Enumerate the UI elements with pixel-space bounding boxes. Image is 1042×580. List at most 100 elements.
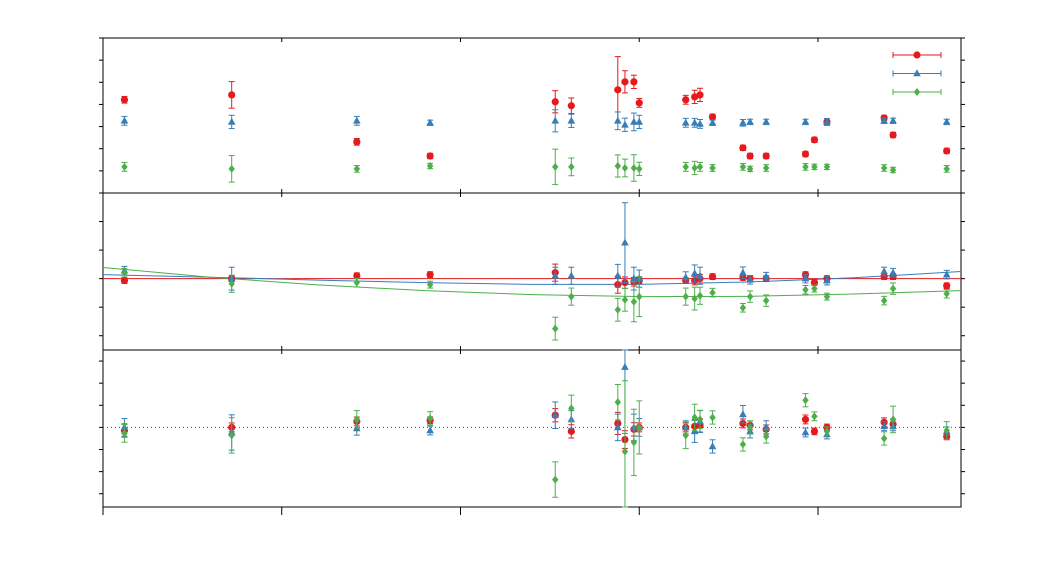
point xyxy=(762,163,770,172)
point xyxy=(696,162,704,171)
point xyxy=(630,78,638,86)
point xyxy=(880,116,888,124)
point xyxy=(889,284,897,293)
point xyxy=(614,116,622,124)
point xyxy=(811,284,818,293)
point xyxy=(614,86,622,94)
point xyxy=(121,162,128,171)
point xyxy=(551,411,560,419)
point xyxy=(708,273,717,281)
point xyxy=(762,272,770,280)
point xyxy=(696,91,704,99)
point xyxy=(810,427,819,435)
point xyxy=(746,292,754,301)
point xyxy=(801,117,810,125)
legend-marker xyxy=(913,51,921,59)
point xyxy=(739,144,747,152)
point xyxy=(943,147,951,155)
point xyxy=(614,398,621,407)
point xyxy=(690,269,699,277)
point xyxy=(880,163,888,172)
fit-line xyxy=(102,267,962,298)
point xyxy=(120,96,129,104)
error-bar xyxy=(621,380,628,508)
fit-line xyxy=(102,271,962,285)
point xyxy=(227,117,236,125)
point xyxy=(746,275,754,283)
point xyxy=(943,289,950,298)
point xyxy=(942,270,951,278)
point xyxy=(889,116,897,124)
point xyxy=(353,272,361,280)
point xyxy=(621,163,629,172)
point xyxy=(691,294,698,303)
point xyxy=(746,152,754,160)
point xyxy=(353,164,361,173)
point xyxy=(551,116,560,124)
point xyxy=(739,440,747,449)
point xyxy=(762,152,770,160)
point xyxy=(811,412,818,421)
point xyxy=(823,276,831,284)
point xyxy=(802,162,809,171)
point xyxy=(353,138,361,146)
point xyxy=(708,113,717,121)
point xyxy=(889,131,897,139)
point xyxy=(120,277,129,285)
point xyxy=(121,268,128,277)
point xyxy=(636,292,643,301)
point xyxy=(426,280,434,289)
point xyxy=(746,423,754,432)
point xyxy=(801,428,810,436)
point xyxy=(426,271,434,279)
point xyxy=(120,116,129,124)
point xyxy=(630,117,638,125)
point xyxy=(682,292,689,301)
point xyxy=(681,273,690,281)
point xyxy=(630,438,638,447)
point xyxy=(696,415,704,424)
point xyxy=(746,117,754,125)
point xyxy=(802,396,809,405)
point xyxy=(567,102,575,110)
point xyxy=(709,288,716,297)
point xyxy=(880,422,888,430)
point xyxy=(426,426,434,434)
point xyxy=(426,414,434,423)
point xyxy=(810,136,819,144)
point xyxy=(943,164,950,173)
point xyxy=(568,404,575,413)
point xyxy=(696,291,704,300)
point xyxy=(880,296,888,305)
point xyxy=(682,162,689,171)
point xyxy=(889,268,897,276)
point xyxy=(739,118,747,126)
point xyxy=(426,118,434,126)
point xyxy=(636,164,643,173)
point xyxy=(880,273,888,281)
point xyxy=(880,434,888,443)
point xyxy=(551,98,559,106)
point xyxy=(630,297,638,306)
point xyxy=(630,274,638,282)
point xyxy=(426,161,434,170)
point xyxy=(567,271,576,279)
point xyxy=(690,118,699,126)
point xyxy=(709,163,716,172)
point xyxy=(426,152,434,160)
point xyxy=(746,164,754,173)
point xyxy=(681,118,690,126)
point xyxy=(708,442,717,450)
point xyxy=(708,118,717,126)
point xyxy=(621,362,629,370)
legend-marker xyxy=(913,69,921,77)
point xyxy=(614,305,621,314)
point xyxy=(810,279,819,287)
legend-marker xyxy=(913,88,921,96)
point xyxy=(943,282,951,290)
point xyxy=(636,423,643,432)
point xyxy=(567,427,575,435)
point xyxy=(353,278,361,287)
point xyxy=(551,271,560,279)
